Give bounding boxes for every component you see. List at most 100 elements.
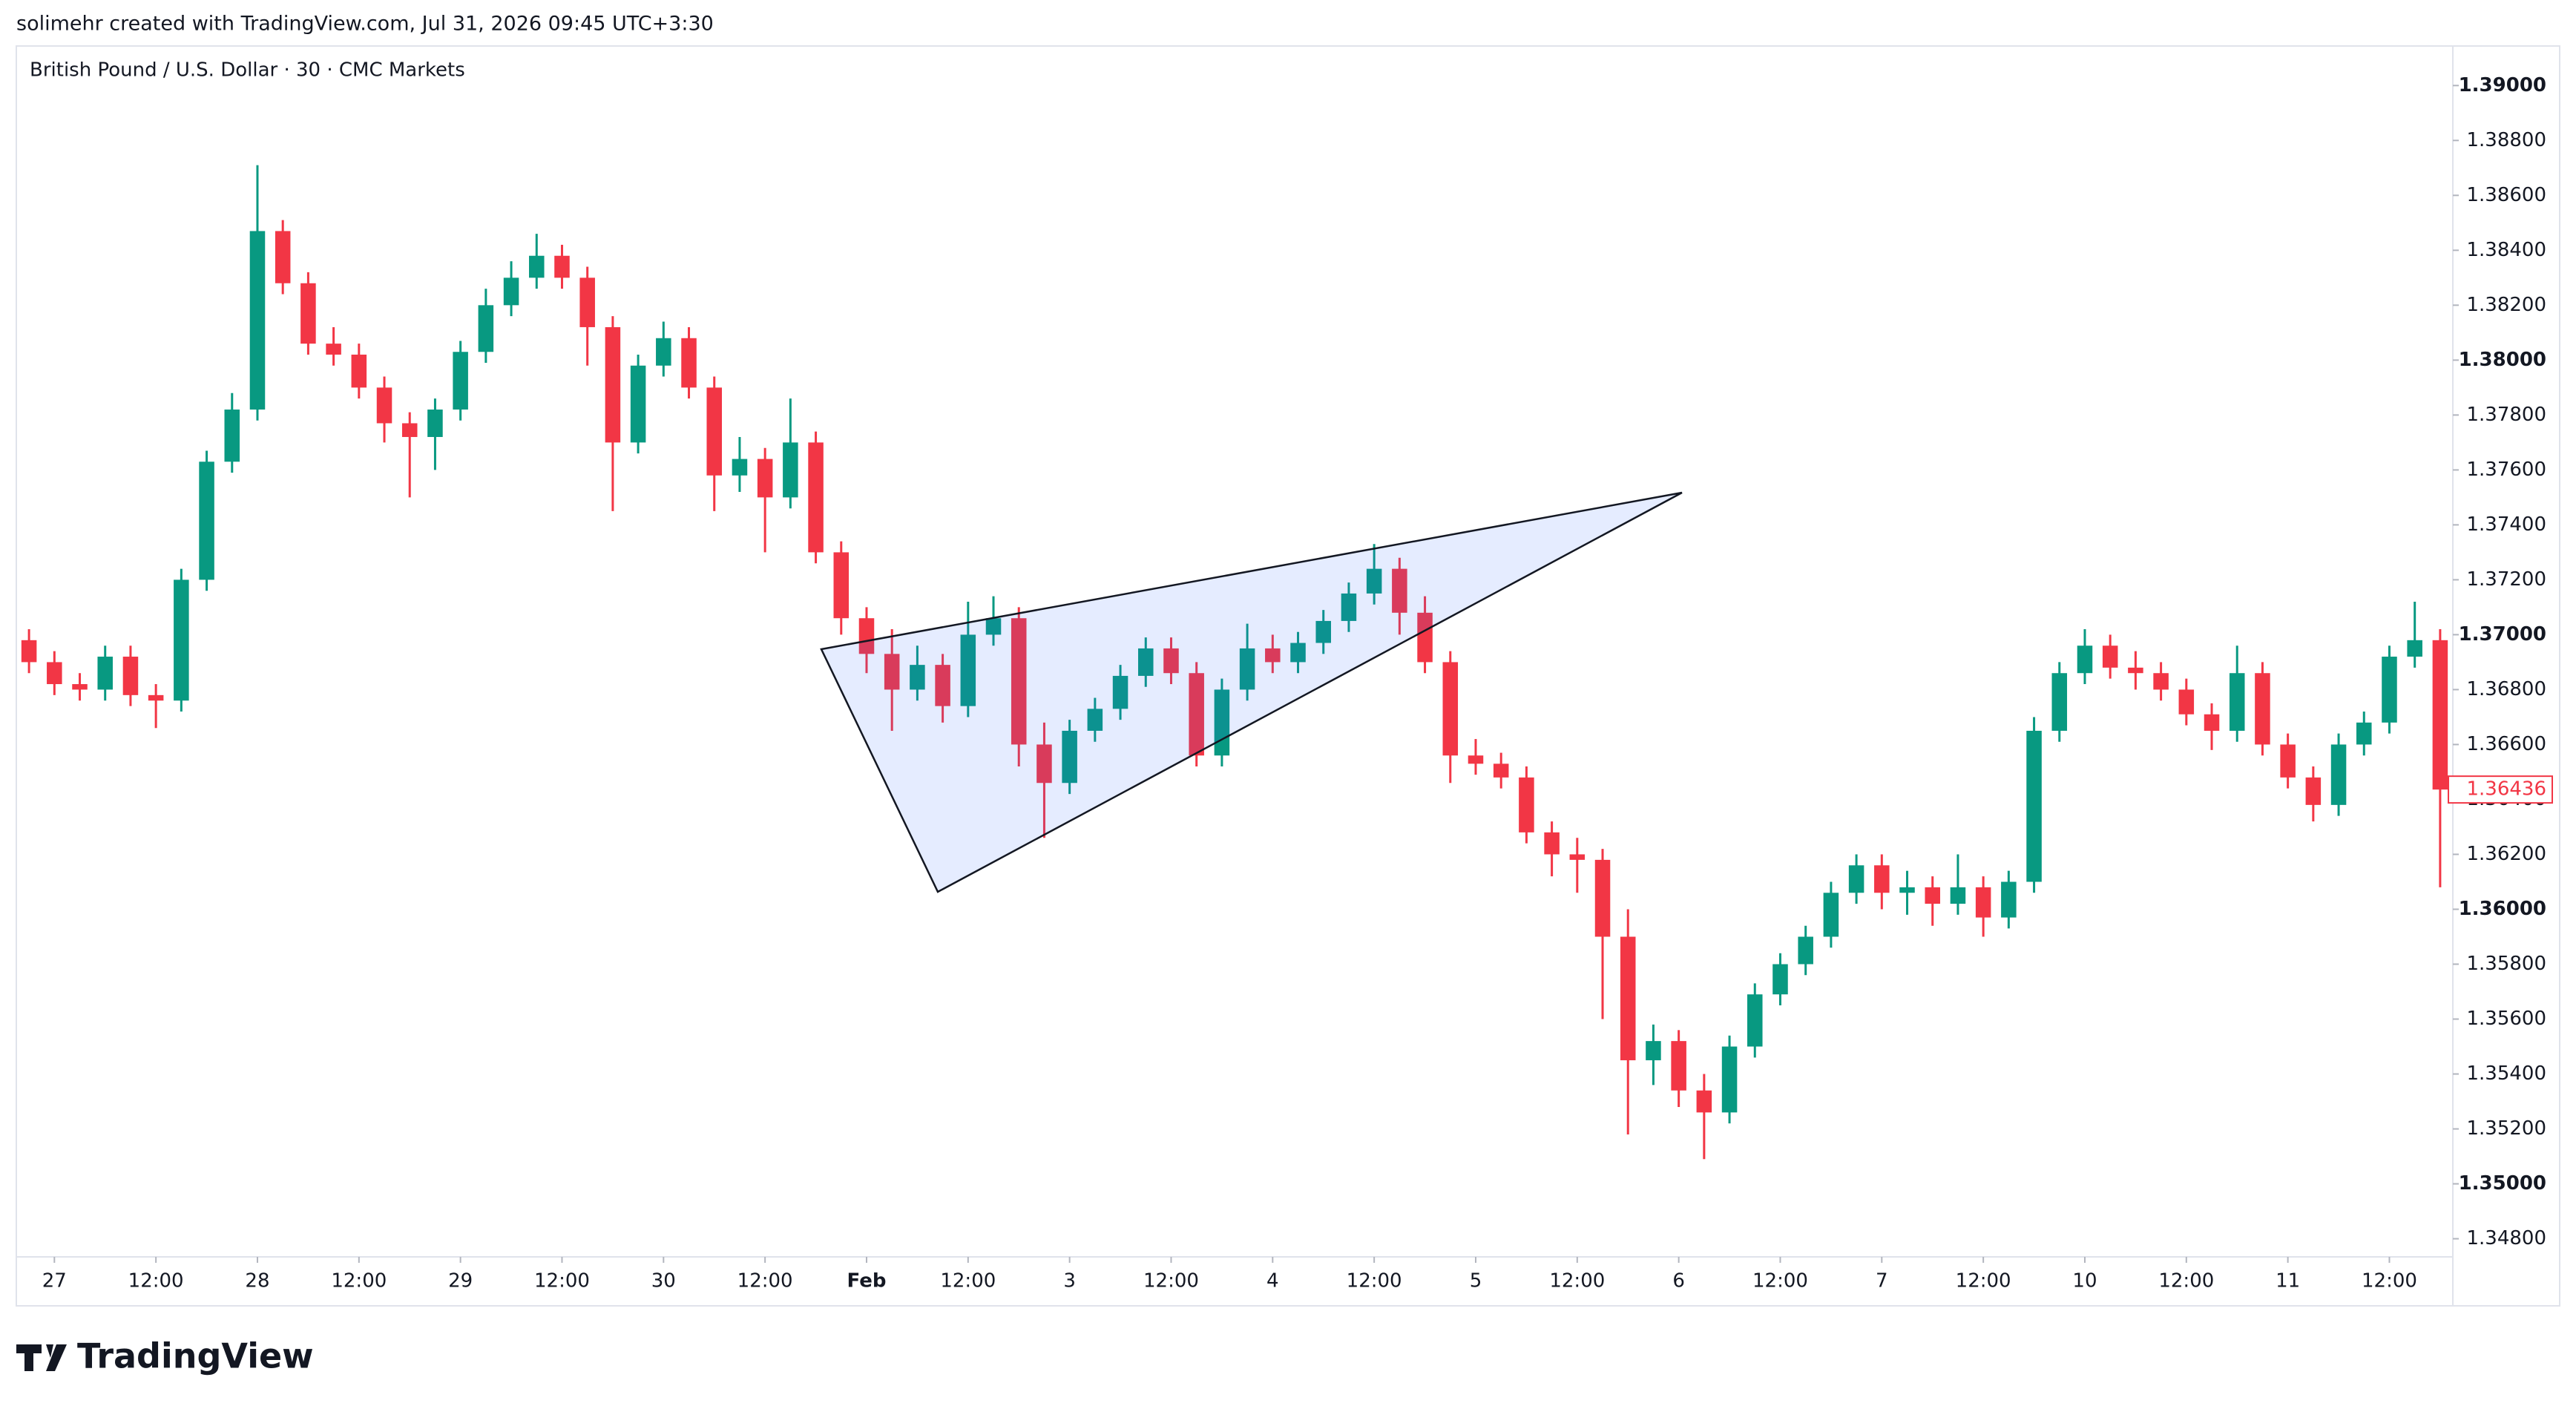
candle-body [199, 461, 214, 580]
candle-body [97, 657, 113, 690]
y-tick-label: 1.35200 [2466, 1117, 2546, 1140]
candle-body [326, 344, 341, 355]
candle-body [2280, 744, 2296, 778]
candle-body [249, 231, 266, 410]
y-tick-label: 1.35800 [2466, 953, 2546, 975]
y-tick-label: 1.36200 [2466, 843, 2546, 865]
x-tick-label: 10 [2072, 1270, 2097, 1292]
candle-body [174, 579, 189, 701]
y-tick-label: 1.37000 [2459, 623, 2546, 645]
candle-body [351, 354, 367, 388]
candle-body [2382, 657, 2397, 723]
candle-body [1087, 709, 1103, 731]
y-tick-label: 1.36600 [2466, 733, 2546, 755]
candle-body [1899, 887, 1915, 893]
x-tick-label: 30 [651, 1270, 676, 1292]
x-tick-label: 3 [1063, 1270, 1076, 1292]
candle-body [808, 442, 824, 553]
brand-icon [16, 1344, 67, 1371]
candle-body [1468, 755, 1484, 764]
candle-body [910, 665, 925, 690]
chart-title: British Pound / U.S. Dollar · 30 · CMC M… [30, 59, 465, 82]
x-tick-label: 12:00 [128, 1270, 184, 1292]
candle-body [1189, 673, 1204, 756]
candle-body [935, 665, 950, 706]
candle-body [1798, 936, 1813, 965]
last-price-box [2448, 775, 2553, 804]
brand-logo: TradingView [16, 1336, 314, 1376]
candle-body [1747, 994, 1763, 1047]
candle-body [1239, 648, 1255, 690]
candle-body [2356, 722, 2372, 745]
y-tick-label: 1.38200 [2466, 294, 2546, 316]
candle-body [579, 277, 595, 327]
candle-body [2128, 667, 2143, 674]
brand-name: TradingView [77, 1336, 314, 1376]
candle-body [1772, 964, 1788, 995]
y-tick-label: 1.38600 [2466, 184, 2546, 206]
x-tick-label: 12:00 [331, 1270, 387, 1292]
candle-body [1925, 887, 1940, 904]
candle-body [2204, 714, 2220, 731]
candle-body [1721, 1046, 1738, 1113]
candle-body [1011, 618, 1027, 745]
y-tick-label: 1.37800 [2466, 404, 2546, 426]
candle-body [2432, 640, 2448, 790]
x-tick-label: 12:00 [940, 1270, 996, 1292]
y-tick-label: 1.37400 [2466, 513, 2546, 536]
candle-body [2153, 673, 2169, 690]
candle-body [122, 657, 139, 695]
candle-body [2330, 744, 2347, 805]
candle-body [732, 459, 748, 476]
candle-body [554, 255, 570, 278]
candle-body [605, 326, 621, 443]
candle-body [1519, 777, 1534, 832]
y-tick-label: 1.38000 [2459, 349, 2546, 371]
candle-body [858, 618, 875, 654]
x-tick-label: 12:00 [2158, 1270, 2214, 1292]
y-tick-label: 1.38400 [2466, 239, 2546, 261]
candle-body [833, 552, 850, 619]
y-tick-label: 1.35600 [2466, 1008, 2546, 1030]
y-tick-label: 1.38800 [2466, 129, 2546, 151]
candle-body [427, 409, 443, 437]
candle-body [2407, 640, 2422, 657]
x-tick-label: 12:00 [534, 1270, 590, 1292]
candle-body [275, 231, 291, 283]
x-tick-label: 5 [1470, 1270, 1482, 1292]
candle-body [1442, 662, 1459, 756]
x-tick-label: 7 [1876, 1270, 1888, 1292]
y-tick-label: 1.36000 [2459, 898, 2546, 920]
candle-body [1874, 865, 1890, 893]
candle-body [1341, 593, 1357, 621]
candle-body [529, 255, 545, 278]
candle-body [884, 654, 900, 690]
candle-body [960, 634, 976, 706]
candle-body [2255, 673, 2270, 745]
candle-body [1112, 675, 1128, 709]
y-tick-label: 1.37200 [2466, 568, 2546, 591]
last-price-label: 1.36436 [2466, 778, 2546, 801]
candle-body [1315, 620, 1331, 643]
x-tick-label: 12:00 [1347, 1270, 1402, 1292]
x-tick-label: 4 [1266, 1270, 1279, 1292]
x-tick-label: 12:00 [1752, 1270, 1808, 1292]
x-tick-label: Feb [847, 1270, 887, 1292]
candle-body [706, 387, 722, 476]
candle-body [1493, 763, 1509, 778]
candle-body [2051, 673, 2068, 731]
candle-body [1366, 568, 1382, 594]
candle-body [783, 442, 798, 498]
candle-body [656, 338, 671, 366]
plot [21, 165, 2448, 1160]
x-tick-label: 11 [2276, 1270, 2300, 1292]
y-tick-label: 1.35000 [2459, 1172, 2546, 1195]
x-tick-label: 12:00 [2362, 1270, 2417, 1292]
candle-body [300, 283, 316, 344]
candle-body [1417, 612, 1433, 663]
candle-body [681, 338, 697, 388]
candle-body [47, 662, 62, 685]
x-tick-label: 6 [1672, 1270, 1685, 1292]
candle-body [1569, 854, 1586, 860]
